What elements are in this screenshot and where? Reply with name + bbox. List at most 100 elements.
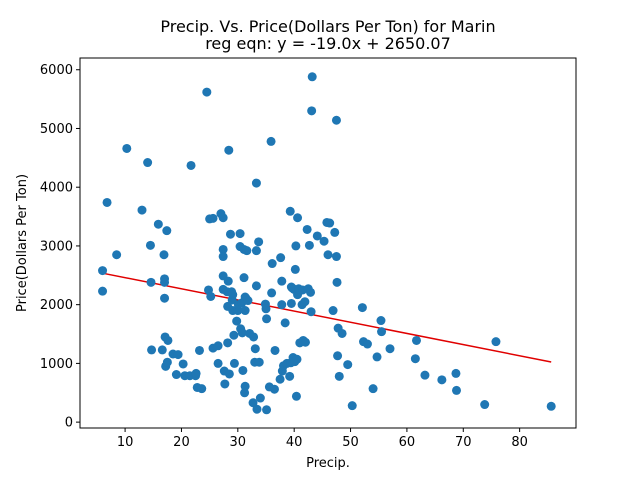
data-point bbox=[218, 244, 228, 254]
data-point bbox=[285, 206, 295, 216]
data-point bbox=[191, 368, 201, 378]
data-point bbox=[302, 224, 312, 234]
data-point bbox=[239, 273, 249, 283]
x-axis: 10 20 30 40 50 60 70 80 bbox=[117, 428, 528, 450]
y-tick-label: 6000 bbox=[40, 63, 73, 78]
data-point bbox=[300, 297, 310, 307]
data-point bbox=[347, 401, 357, 411]
data-point bbox=[251, 178, 261, 188]
data-point bbox=[292, 354, 302, 364]
data-point bbox=[277, 300, 287, 310]
data-point bbox=[254, 357, 264, 367]
data-point bbox=[171, 370, 181, 380]
data-point bbox=[224, 145, 234, 155]
data-point bbox=[240, 388, 250, 398]
data-point bbox=[410, 354, 420, 364]
x-axis-label: Precip. bbox=[306, 456, 350, 471]
data-point bbox=[147, 345, 157, 355]
regression-line bbox=[102, 272, 552, 363]
data-point bbox=[160, 293, 170, 303]
y-axis-label: Price(Dollars Per Ton) bbox=[15, 174, 30, 312]
data-point bbox=[162, 357, 172, 367]
chart-title: Precip. Vs. Price(Dollars Per Ton) for M… bbox=[160, 17, 495, 36]
data-point bbox=[232, 316, 242, 326]
data-point bbox=[254, 237, 264, 247]
data-point bbox=[291, 241, 301, 251]
data-point bbox=[162, 226, 172, 236]
data-point bbox=[112, 250, 122, 260]
data-point bbox=[223, 276, 233, 286]
data-point bbox=[293, 213, 303, 223]
plot-area bbox=[79, 57, 577, 429]
x-tick-label: 40 bbox=[286, 435, 303, 450]
data-point bbox=[220, 379, 230, 389]
data-point bbox=[237, 328, 247, 338]
data-point bbox=[307, 106, 317, 116]
data-point bbox=[343, 360, 353, 370]
data-point bbox=[376, 316, 386, 326]
x-tick-label: 80 bbox=[511, 435, 528, 450]
data-point bbox=[157, 345, 167, 355]
data-point bbox=[262, 314, 272, 324]
data-point bbox=[331, 252, 341, 262]
x-tick-label: 60 bbox=[399, 435, 416, 450]
data-point bbox=[208, 213, 218, 223]
data-point bbox=[331, 115, 341, 125]
data-point bbox=[546, 401, 556, 411]
data-point bbox=[372, 352, 382, 362]
data-point bbox=[163, 335, 173, 345]
data-point bbox=[332, 277, 342, 287]
data-point bbox=[240, 381, 250, 391]
data-point bbox=[275, 374, 285, 384]
data-point bbox=[178, 359, 188, 369]
data-point bbox=[235, 229, 245, 239]
data-point bbox=[266, 136, 276, 146]
data-point bbox=[491, 337, 501, 347]
data-point bbox=[122, 143, 132, 153]
x-tick-label: 30 bbox=[230, 435, 247, 450]
plot-frame bbox=[79, 57, 577, 429]
data-point bbox=[224, 369, 234, 379]
data-point bbox=[218, 252, 228, 262]
data-point bbox=[323, 250, 333, 260]
y-tick-label: 3000 bbox=[40, 239, 73, 254]
data-point bbox=[137, 205, 147, 215]
data-point bbox=[251, 246, 261, 256]
data-point bbox=[240, 306, 250, 316]
data-point bbox=[242, 246, 252, 256]
data-point bbox=[262, 405, 272, 415]
data-point bbox=[267, 259, 277, 269]
data-point bbox=[229, 358, 239, 368]
data-point bbox=[146, 277, 156, 287]
data-point bbox=[377, 327, 387, 337]
data-point bbox=[420, 370, 430, 380]
data-point bbox=[325, 218, 335, 228]
data-point bbox=[368, 384, 378, 394]
data-point bbox=[270, 345, 280, 355]
points-layer bbox=[98, 72, 556, 415]
data-point bbox=[194, 345, 204, 355]
data-point bbox=[269, 384, 279, 394]
data-point bbox=[102, 197, 112, 207]
data-point bbox=[411, 335, 421, 345]
x-tick-label: 20 bbox=[173, 435, 190, 450]
data-point bbox=[228, 290, 238, 300]
data-point bbox=[197, 384, 207, 394]
data-point bbox=[276, 253, 286, 263]
data-point bbox=[385, 344, 395, 354]
data-point bbox=[357, 303, 367, 313]
data-point bbox=[312, 231, 322, 241]
data-point bbox=[319, 236, 329, 246]
data-point bbox=[300, 337, 310, 347]
data-point bbox=[286, 298, 296, 308]
data-point bbox=[333, 351, 343, 361]
x-tick-label: 10 bbox=[117, 435, 134, 450]
data-point bbox=[291, 391, 301, 401]
data-point bbox=[173, 350, 183, 360]
data-point bbox=[153, 219, 163, 229]
data-point bbox=[290, 264, 300, 274]
data-point bbox=[213, 341, 223, 351]
data-point bbox=[243, 296, 253, 306]
data-point bbox=[362, 339, 372, 349]
